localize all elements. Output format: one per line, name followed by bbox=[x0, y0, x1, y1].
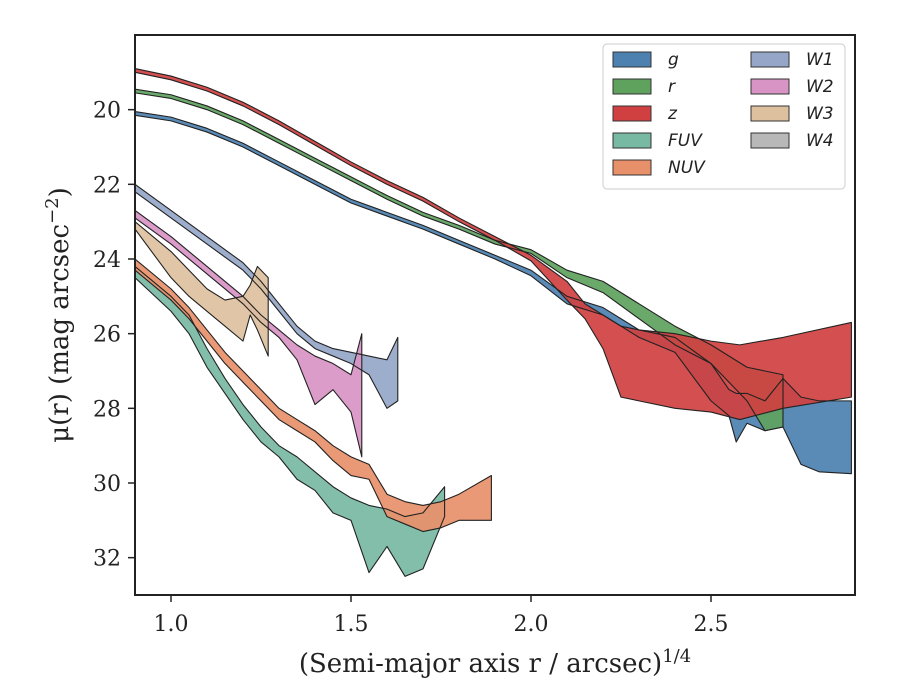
legend-swatch-g bbox=[612, 51, 652, 68]
band-z bbox=[135, 68, 852, 420]
y-axis: 20 22 24 26 28 30 32 bbox=[93, 99, 135, 572]
band-w1 bbox=[135, 184, 398, 409]
legend-label-nuv: NUV bbox=[668, 158, 706, 178]
y-tick-label: 22 bbox=[93, 173, 121, 198]
profile-bands bbox=[135, 68, 852, 577]
band-edge-w1 bbox=[135, 183, 399, 409]
band-edge-g bbox=[135, 110, 852, 475]
legend-swatch-fuv bbox=[612, 132, 652, 149]
y-tick-label: 32 bbox=[93, 547, 121, 572]
legend-label-w2: W2 bbox=[806, 77, 834, 97]
x-tick-label: 1.0 bbox=[154, 612, 189, 637]
y-tick-label: 20 bbox=[93, 99, 121, 124]
legend-label-z: z bbox=[667, 104, 678, 124]
x-tick-label: 2.5 bbox=[694, 612, 729, 637]
legend-label-fuv: FUV bbox=[668, 131, 703, 151]
legend-label-r: r bbox=[668, 77, 676, 97]
band-w3 bbox=[135, 221, 269, 357]
band-edge-z bbox=[135, 68, 852, 421]
legend-label-g: g bbox=[668, 50, 679, 70]
band-nuv bbox=[135, 259, 492, 532]
x-tick-label: 2.0 bbox=[514, 612, 549, 637]
y-tick-label: 26 bbox=[93, 323, 121, 348]
band-edge-nuv bbox=[135, 258, 492, 533]
y-axis-label: μ(r) (mag arcsec−2) bbox=[42, 187, 75, 443]
plot-frame bbox=[134, 34, 856, 596]
band-edge-r bbox=[135, 88, 784, 432]
y-tick-label: 28 bbox=[93, 397, 121, 422]
legend-swatch-w2 bbox=[750, 78, 790, 95]
band-edge-fuv bbox=[135, 265, 446, 577]
y-tick-label: 24 bbox=[93, 248, 121, 273]
profile-band-edges bbox=[135, 68, 852, 577]
legend-label-w4: W4 bbox=[806, 131, 834, 151]
band-edge-w2 bbox=[135, 209, 363, 458]
legend-swatch-nuv bbox=[612, 159, 652, 176]
legend-swatch-w3 bbox=[750, 105, 790, 122]
x-tick-label: 1.5 bbox=[334, 612, 369, 637]
legend: grz FUV NUV W1 W2 W3 W4 bbox=[602, 43, 846, 190]
band-edge-w3 bbox=[135, 221, 269, 357]
legend-swatch-w4 bbox=[750, 132, 790, 149]
legend-label-w1: W1 bbox=[806, 50, 834, 70]
legend-label-w3: W3 bbox=[806, 104, 834, 124]
band-fuv bbox=[135, 266, 445, 577]
x-axis-label: (Semi-major axis r / arcsec)1/4 bbox=[299, 646, 691, 679]
y-tick-label: 30 bbox=[93, 472, 121, 497]
legend-swatch-r bbox=[612, 78, 652, 95]
x-axis: 1.0 1.5 2.0 2.5 bbox=[154, 595, 729, 637]
legend-swatch-z bbox=[612, 105, 652, 122]
legend-swatch-w1 bbox=[750, 51, 790, 68]
